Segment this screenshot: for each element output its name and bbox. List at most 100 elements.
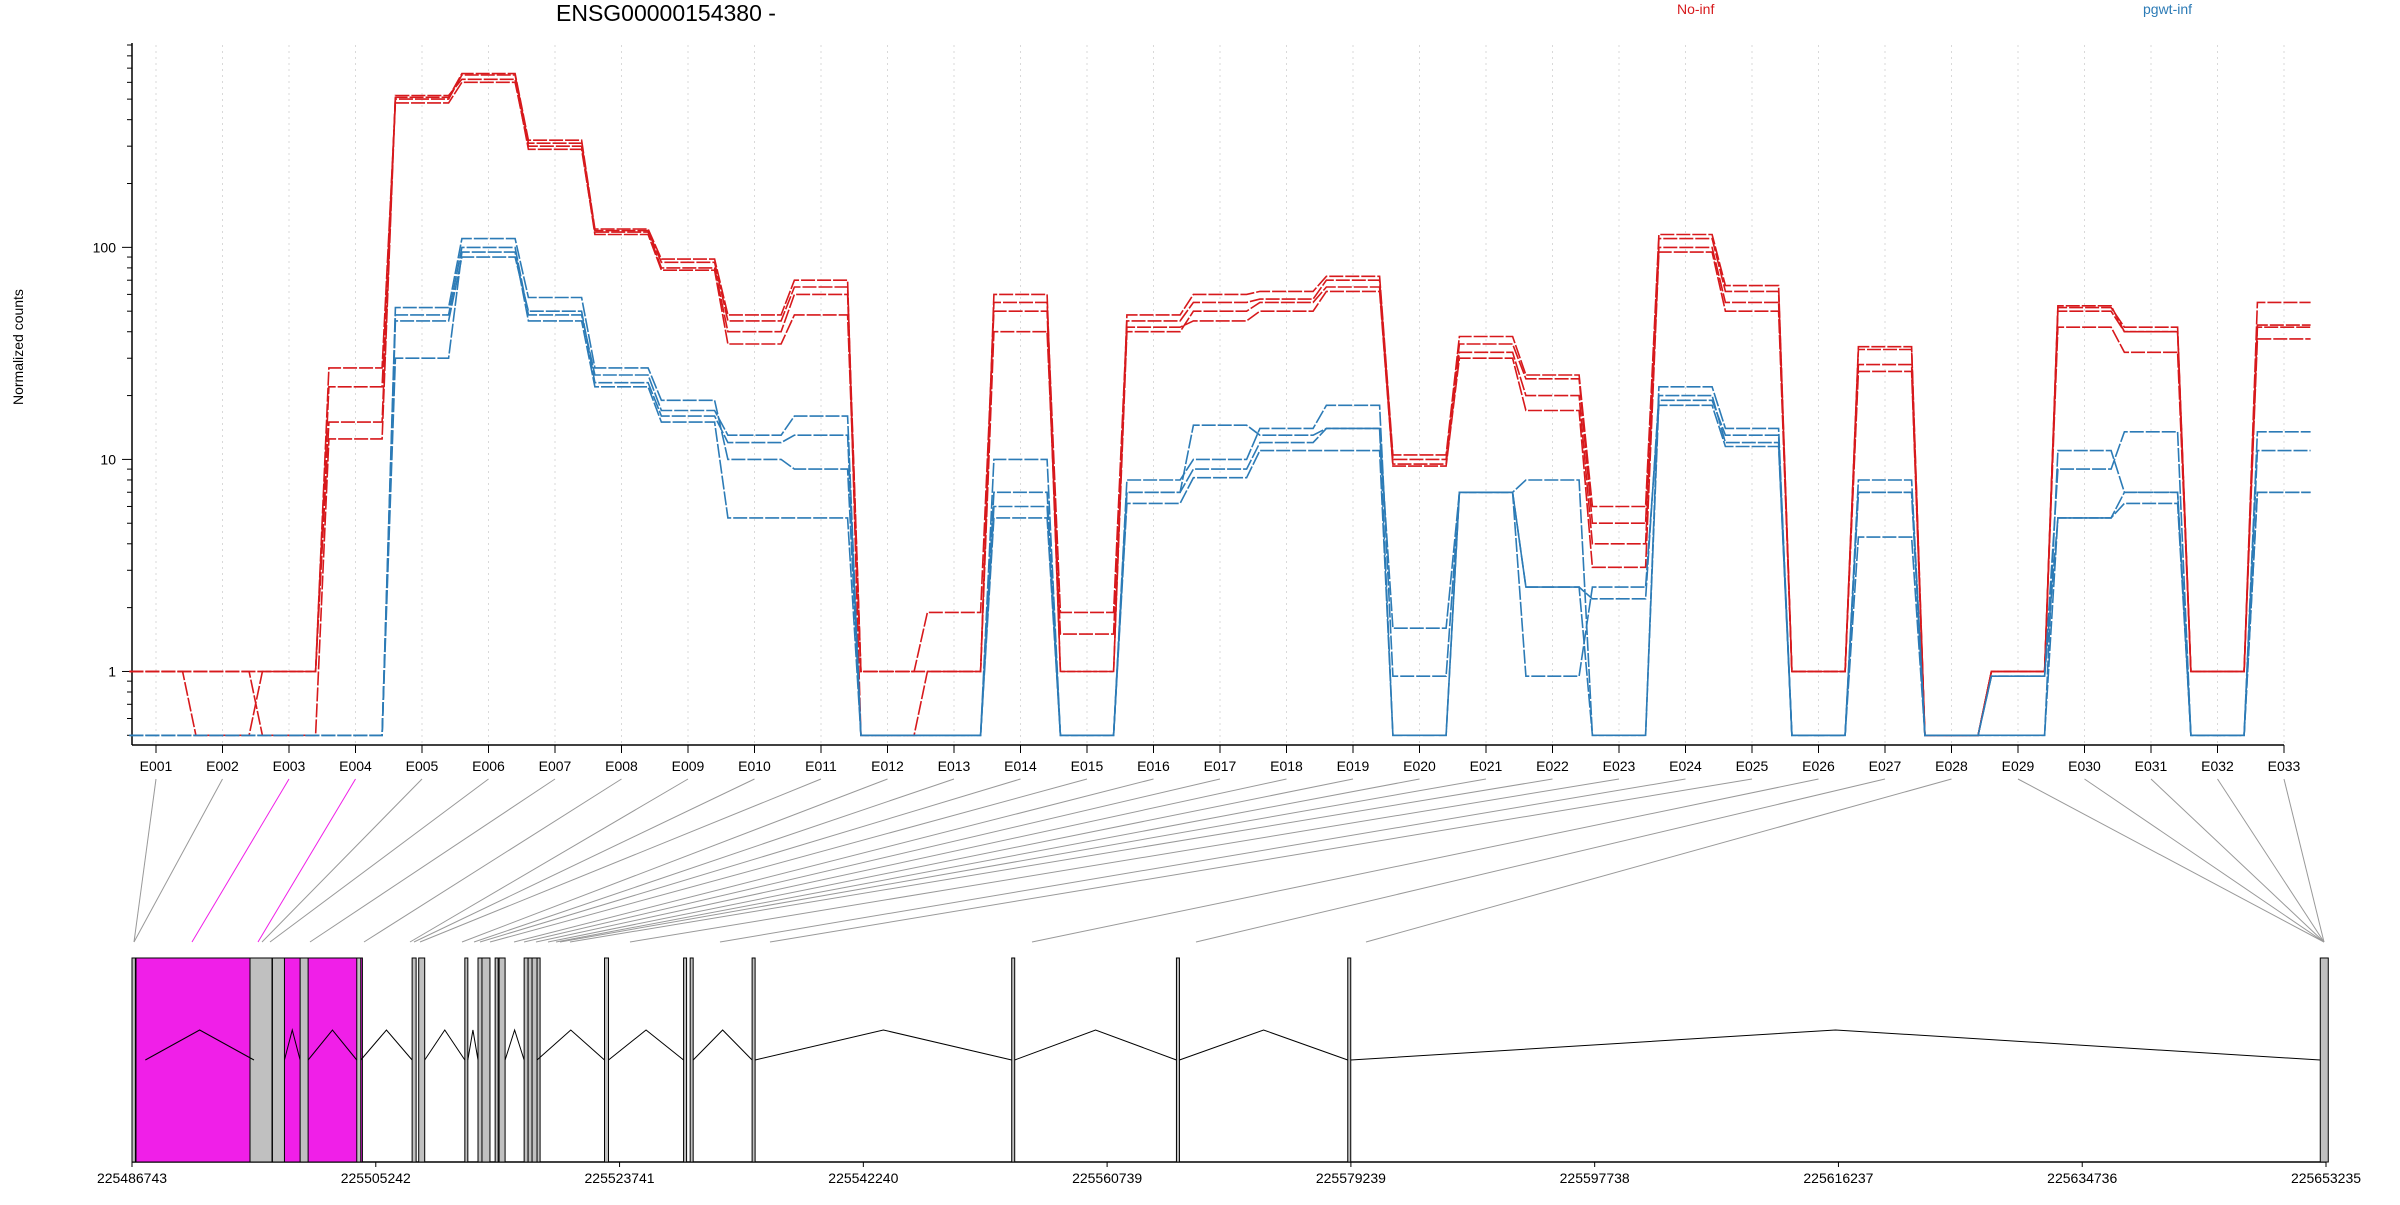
genome-tick-label: 225523741 (585, 1170, 655, 1186)
intron-connector (754, 1029, 1012, 1061)
exon-connector-line (2217, 778, 2325, 943)
exon-connector-line (559, 778, 1487, 943)
exon-connector-line (513, 778, 1154, 943)
exon-connector-line (629, 778, 1620, 943)
y-axis-label: Normalized counts (10, 289, 26, 405)
x-tick-label: E025 (1736, 758, 1769, 774)
exon-connector-line (2084, 778, 2325, 943)
x-tick-label: E019 (1337, 758, 1370, 774)
genome-tick-label: 225616237 (1803, 1170, 1873, 1186)
exon-connector-line (523, 778, 1221, 943)
x-tick-label: E027 (1869, 758, 1902, 774)
exon-box (356, 957, 362, 1163)
exon-box (1011, 957, 1016, 1163)
exon-connector-line (473, 778, 955, 943)
x-tick-label: E024 (1669, 758, 1702, 774)
y-tick-label: 1 (108, 663, 116, 679)
genome-tick-label: 225560739 (1072, 1170, 1142, 1186)
exon-connector-line (413, 778, 755, 943)
exon-connector-line (309, 778, 556, 943)
exon-box (1175, 957, 1180, 1163)
exon-connector-line (769, 778, 1753, 943)
exon-box (249, 957, 273, 1163)
exon-connector-line (479, 778, 1021, 943)
series-line-pgwt-inf-6 (129, 237, 2311, 737)
genome-tick-label: 225505242 (341, 1170, 411, 1186)
series-line-no-inf-3 (129, 81, 2311, 737)
intron-connector (608, 1029, 684, 1061)
intron-connector (467, 1029, 479, 1061)
exon-connector-line (261, 778, 423, 943)
exon-box (481, 957, 491, 1163)
x-tick-label: E005 (406, 758, 439, 774)
intron-connector (692, 1029, 753, 1061)
exon-box (523, 957, 529, 1163)
y-tick-label: 100 (93, 239, 117, 255)
x-tick-label: E023 (1603, 758, 1636, 774)
x-tick-label: E015 (1071, 758, 1104, 774)
x-tick-label: E009 (672, 758, 705, 774)
exon-connector-line (2017, 778, 2325, 943)
x-tick-label: E013 (938, 758, 971, 774)
series-line-pgwt-inf-7 (129, 251, 2311, 737)
exon-box (411, 957, 417, 1163)
exon-connector-line (2283, 778, 2325, 943)
x-tick-label: E021 (1470, 758, 1503, 774)
x-tick-label: E002 (206, 758, 239, 774)
x-tick-label: E028 (1935, 758, 1968, 774)
exon-connector-line (2150, 778, 2325, 943)
exon-box (1347, 957, 1352, 1163)
exon-connector-line (535, 778, 1287, 943)
exon-connector-line (555, 778, 1420, 943)
exon-box (531, 957, 538, 1163)
x-tick-label: E008 (605, 758, 638, 774)
x-tick-label: E031 (2135, 758, 2168, 774)
x-tick-label: E011 (805, 758, 837, 774)
intron-connector (504, 1028, 525, 1061)
exon-connector-line (363, 778, 622, 943)
exon-connector-line (409, 778, 689, 943)
exon-box (2319, 957, 2329, 1163)
intron-connector (424, 1029, 466, 1061)
x-tick-label: E029 (2002, 758, 2035, 774)
intron-connector (536, 1029, 605, 1061)
exon-connector-line (1031, 778, 1819, 943)
exon-box (271, 957, 285, 1163)
genome-tick-label: 225634736 (2047, 1170, 2117, 1186)
exon-box (464, 957, 469, 1163)
exon-connector-line (719, 778, 1686, 943)
exon-connector-line (269, 778, 489, 943)
x-tick-label: E022 (1536, 758, 1569, 774)
exon-box (604, 957, 610, 1163)
exon-connector-line (1365, 778, 1952, 943)
legend-no-inf: No-inf (1677, 1, 1715, 17)
exon-box (494, 957, 499, 1163)
x-tick-label: E032 (2201, 758, 2234, 774)
x-tick-label: E014 (1004, 758, 1037, 774)
exon-box (418, 957, 426, 1163)
exon-box (477, 957, 483, 1163)
genome-tick-label: 225597738 (1560, 1170, 1630, 1186)
intron-connector (1179, 1029, 1348, 1061)
exon-connector-line (191, 778, 290, 943)
genome-tick-label: 225542240 (828, 1170, 898, 1186)
exon-connector-line (489, 778, 1088, 943)
exon-box (751, 957, 756, 1163)
exon-box (689, 957, 694, 1163)
chart-title: ENSG00000154380 - (556, 0, 776, 26)
exon-connector-line (569, 778, 1553, 943)
series-line-pgwt-inf-8 (129, 256, 2311, 737)
exon-connector-line (461, 778, 888, 943)
x-tick-label: E010 (738, 758, 771, 774)
exon-connector-line (547, 778, 1354, 943)
x-tick-label: E018 (1270, 758, 1303, 774)
exon-connector-line (133, 778, 157, 943)
exon-box (683, 957, 688, 1163)
genome-tick-label: 225579239 (1316, 1170, 1386, 1186)
exon-connector-line (1195, 778, 1886, 943)
x-tick-label: E001 (140, 758, 173, 774)
exon-connector-line (133, 778, 223, 943)
x-tick-label: E020 (1403, 758, 1436, 774)
